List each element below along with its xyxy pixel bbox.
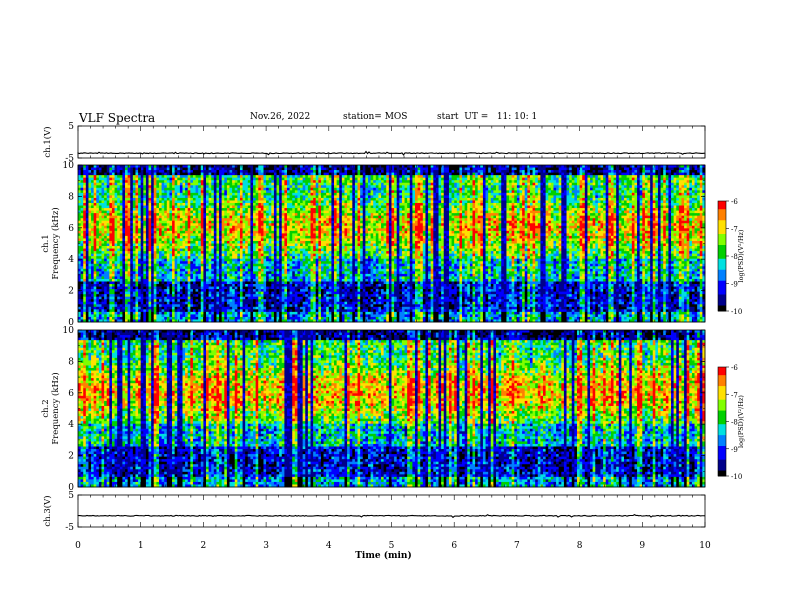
ch1-spectrogram-image [78,165,705,322]
ch2-spectrogram-colorbar [718,367,729,477]
ch1-spectrogram-colorbar [718,201,729,312]
ch1-spectrogram-ytick-4: 8 [68,192,74,202]
x-axis-label: Time (min) [355,550,412,561]
ch1-waveform-ytick-0: 5 [68,122,74,132]
ch2-spectrogram-ytick-3: 6 [68,389,74,399]
ch1-spectrogram-ytick-1: 2 [68,287,74,297]
ch1-waveform-ylabel: ch.1(V) [42,126,53,157]
ch1-spectrogram-ylabel-frequency: Frequency (kHz) [50,207,61,279]
ch3-waveform-trace [78,515,705,518]
xtick-label-0: 0 [75,541,81,551]
ch2-spectrogram-ylabel-channel: ch.2 [41,399,51,417]
ch3-waveform-ytick-0: 5 [68,491,74,501]
xtick-label-8: 8 [577,541,583,551]
xtick-label-2: 2 [201,541,207,551]
ch2-spectrogram-image [78,330,705,487]
ch2-spectrogram-ytick-5: 10 [63,326,75,336]
ch1-spectrogram-colorbar-tick-4: -10 [731,308,742,316]
ch1-spectrogram-ytick-2: 4 [68,255,74,265]
ch1-spectrogram-ylabel-channel: ch.1 [41,234,51,252]
xtick-label-4: 4 [326,541,332,551]
ch2-spectrogram-ytick-1: 2 [68,452,74,462]
ch2-spectrogram-colorbar-label: log(PSD)(V²/Hz) [737,395,745,448]
xtick-label-10: 10 [699,541,711,551]
ch3-waveform-ylabel: ch.3(V) [42,495,53,526]
ch1-spectrogram-colorbar-tick-0: -6 [731,198,738,206]
xtick-label-5: 5 [389,541,395,551]
ch1-spectrogram-colorbar-label: log(PSD)(V²/Hz) [737,229,745,282]
ch2-spectrogram-colorbar-tick-0: -6 [731,364,738,372]
ch3-waveform-ytick-1: -5 [65,523,74,533]
ch1-spectrogram-ytick-3: 6 [68,224,74,234]
xtick-label-6: 6 [451,541,457,551]
ch2-spectrogram-ylabel-frequency: Frequency (kHz) [50,372,61,444]
ch2-spectrogram-ytick-4: 8 [68,357,74,367]
ch2-spectrogram-colorbar-tick-4: -10 [731,473,742,481]
ch1-spectrogram-ytick-5: 10 [63,161,75,171]
xtick-label-3: 3 [263,541,269,551]
xtick-label-7: 7 [514,541,520,551]
xtick-label-9: 9 [639,541,645,551]
xtick-label-1: 1 [138,541,144,551]
ch2-spectrogram-ytick-2: 4 [68,420,74,430]
